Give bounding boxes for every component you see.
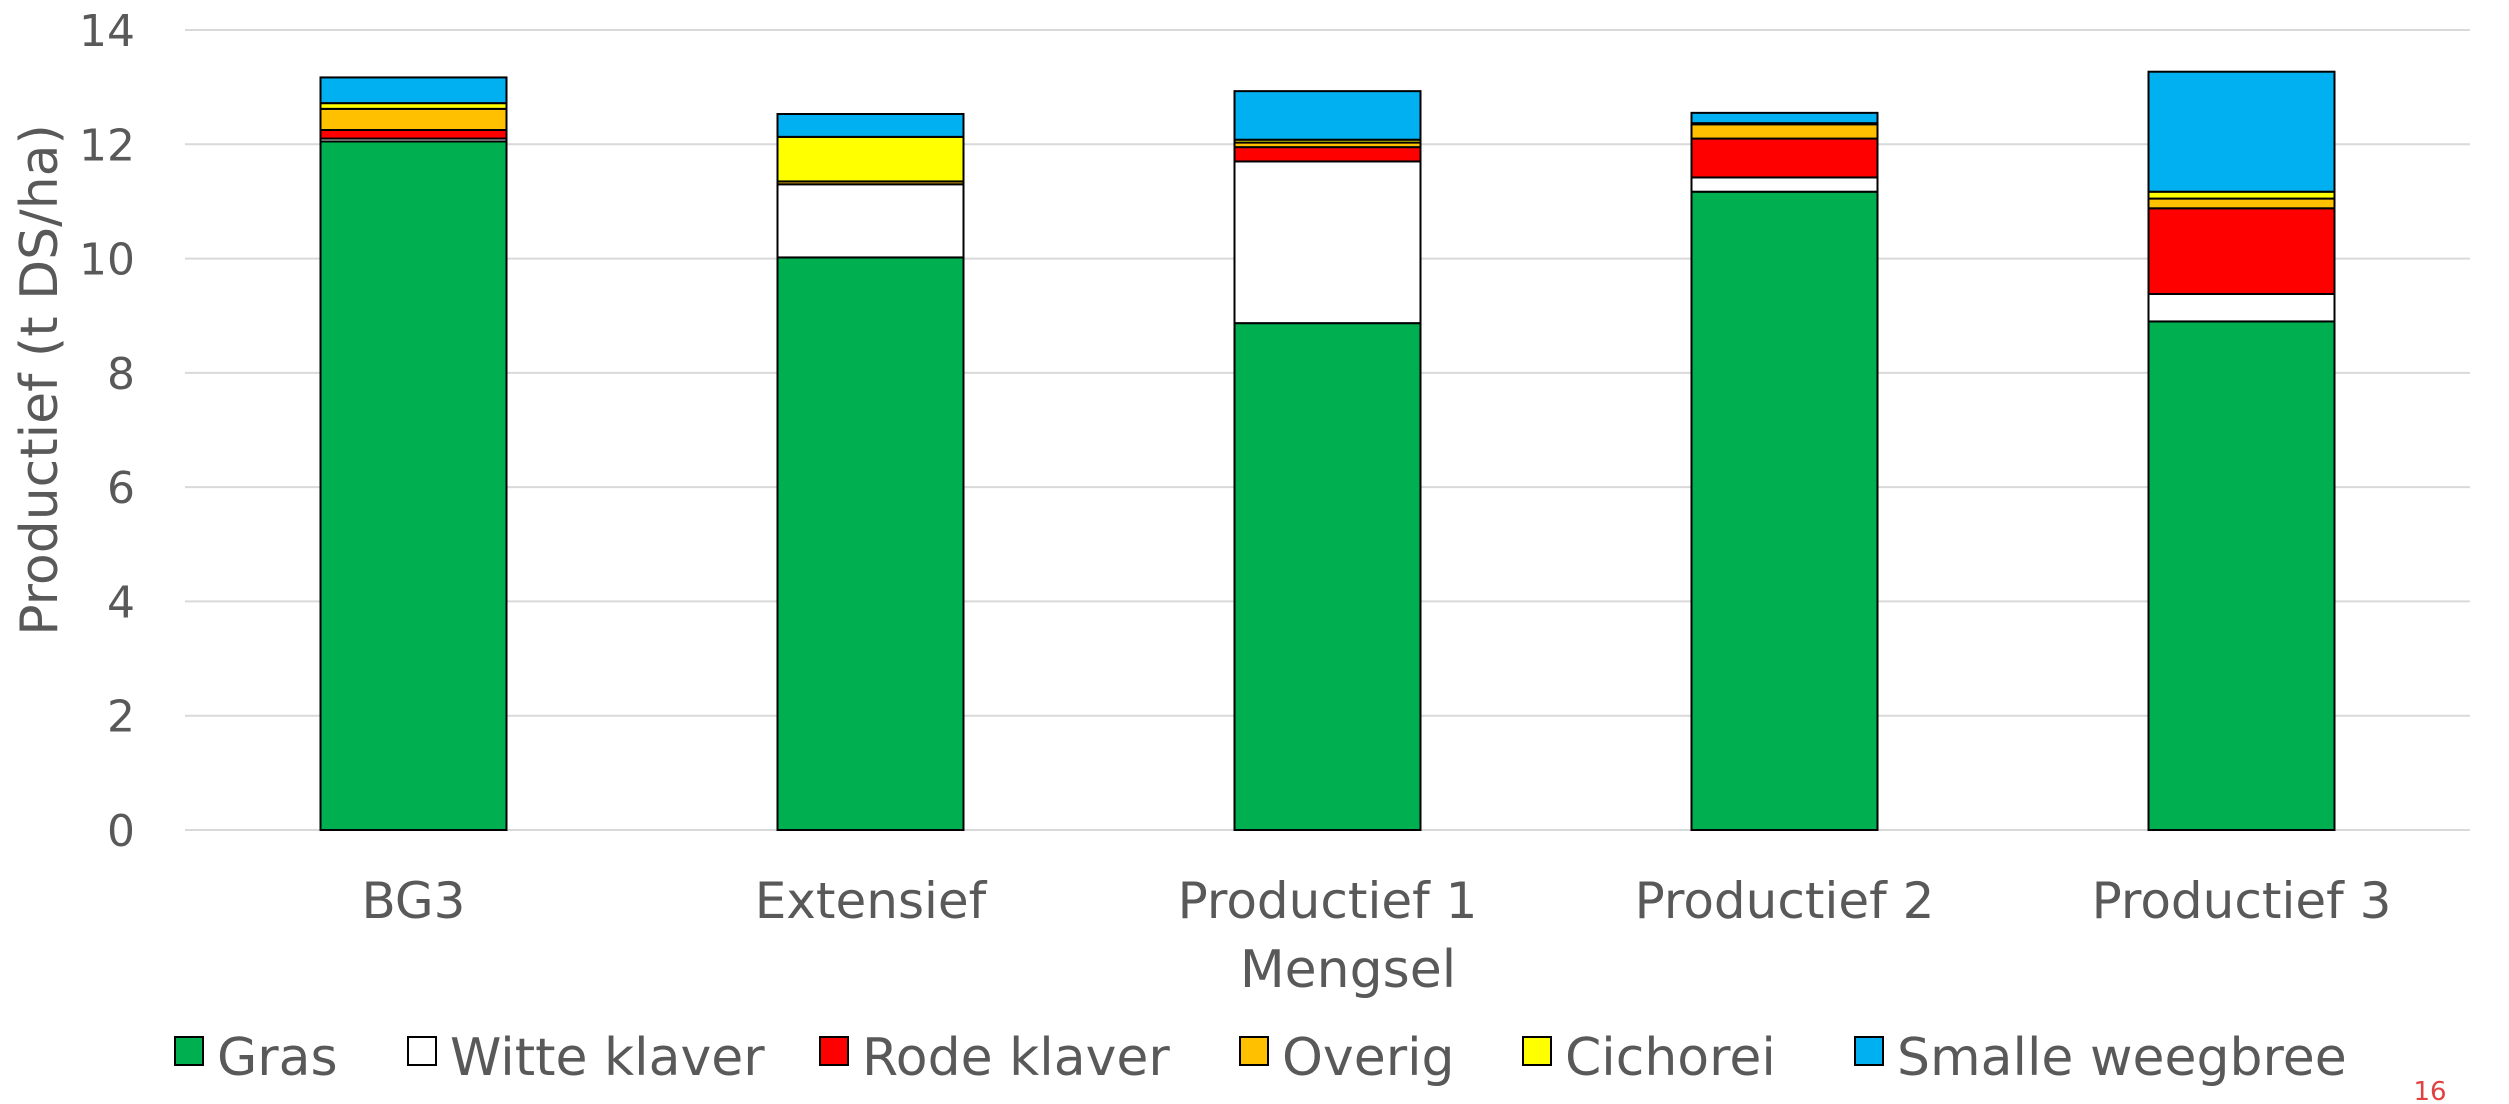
x-tick-label: Productief 3 [2092,872,2392,930]
bars [319,70,2336,831]
bar-segment-overig [319,107,508,131]
y-tick-label: 2 [107,692,135,743]
legend-swatch [819,1036,849,1066]
bar-segment-rode-klaver [1233,146,1422,163]
bar-segment-overig [1690,123,1879,140]
legend-label: Smalle weegbree [1897,1028,2347,1088]
bar-segment-rode-klaver [1690,137,1879,179]
bar-segment-gras [2147,320,2336,831]
bar-segment-witte-klaver [1690,176,1879,193]
bar-segment-gras [1690,190,1879,831]
bar-segment-rode-klaver [2147,207,2336,296]
legend-label: Rode klaver [862,1028,1170,1088]
bar-segment-smalle-weegbree [2147,70,2336,193]
y-tick-label: 12 [79,120,135,171]
y-tick-label: 0 [107,806,135,857]
legend: Gras Witte klaver Rode klaver Overig Cichore… [174,1028,2347,1088]
bar-segment-cichorei [776,135,965,183]
y-tick-label: 14 [79,6,135,57]
legend-label: Cichorei [1565,1028,1776,1088]
y-tick-label: 6 [107,463,135,514]
bar-segment-smalle-weegbree [319,76,508,105]
x-tick-label: BG3 [362,872,466,930]
legend-swatch [1522,1036,1552,1066]
bar-segment-gras [1233,322,1422,831]
x-tick-label: Productief 1 [1178,872,1478,930]
bar-segment-gras [319,140,508,831]
bar-segment-smalle-weegbree [1690,111,1879,125]
bar-segment-overig [2147,197,2336,210]
legend-label: Witte klaver [450,1028,765,1088]
x-axis-title: Mengsel [1240,940,1456,1000]
legend-swatch [1854,1036,1884,1066]
page-number: 16 [2413,1077,2446,1104]
bar-segment-cichorei [2147,190,2336,200]
bar-segment-witte-klaver [1233,160,1422,325]
x-tick-label: Productief 2 [1635,872,1935,930]
y-axis-ticks: 0 2 4 6 8 10 12 14 [79,6,135,857]
y-tick-label: 8 [107,349,135,400]
y-tick-label: 4 [107,577,135,628]
bar-segment-rode-klaver [319,129,508,140]
bar-segment-witte-klaver [776,183,965,259]
legend-swatch [407,1036,437,1066]
x-tick-label: Extensief [755,872,988,930]
y-axis-title: Productief (t DS/ha) [10,124,70,636]
bar-segment-witte-klaver [2147,293,2336,323]
legend-label: Gras [217,1028,338,1088]
x-axis-categories: BG3 Extensief Productief 1 Productief 2 Prod… [362,872,2392,930]
legend-swatch [1239,1036,1269,1066]
y-tick-label: 10 [79,235,135,286]
legend-swatch [174,1036,204,1066]
bar-segment-smalle-weegbree [776,113,965,138]
bar-segment-gras [776,256,965,831]
legend-label: Overig [1282,1028,1455,1088]
bar-segment-smalle-weegbree [1233,90,1422,141]
